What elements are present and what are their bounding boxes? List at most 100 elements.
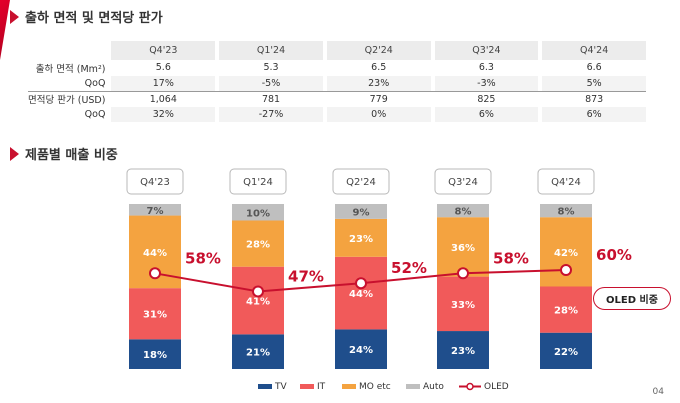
bar-segment-auto <box>129 204 181 216</box>
legend-label: OLED <box>484 382 509 392</box>
table-header-row: Q4'23 Q1'24 Q2'24 Q3'24 Q4'24 <box>28 41 646 60</box>
oled-value-label: 58% <box>493 249 529 267</box>
quarter-label-box <box>332 168 390 195</box>
table-cell: 5.6 <box>155 62 171 74</box>
bar-segment-tv <box>129 339 181 369</box>
legend-swatch <box>342 384 356 389</box>
bar-value-label: 24% <box>349 345 373 356</box>
legend-label: IT <box>317 382 326 392</box>
legend-swatch <box>300 384 314 389</box>
quarter-label: Q2'24 <box>346 177 376 188</box>
legend-swatch <box>258 384 272 389</box>
table-cell: -5% <box>219 75 323 91</box>
bar-value-label: 28% <box>554 306 578 317</box>
quarter-label-box <box>229 168 287 195</box>
quarter-label-box <box>537 168 595 195</box>
oled-marker <box>457 267 469 280</box>
table-header: Q2'24 <box>326 41 431 60</box>
table-cell: 781 <box>219 90 323 107</box>
row-label: QoQ <box>84 77 106 89</box>
table-row: 면적당 판가 (USD) 1,064 781 779 825 873 <box>28 90 646 107</box>
table-cell: 6% <box>542 106 646 122</box>
table-cell: 6.3 <box>478 62 494 74</box>
bar-value-label: 22% <box>554 347 578 358</box>
quarter-label-box <box>126 168 184 195</box>
bar-value-label: 7% <box>147 206 164 217</box>
section-title-text: 출하 면적 및 면적당 판가 <box>25 11 163 26</box>
bar-segment-auto <box>232 204 284 221</box>
bar-value-label: 18% <box>143 350 167 361</box>
table-row: QoQ 32% -27% 0% 6% 6% <box>28 106 646 122</box>
bar-value-label: 41% <box>246 297 270 308</box>
bar-segment-it <box>232 266 284 335</box>
bar-value-label: 10% <box>246 208 270 219</box>
row-label: 출하 면적 (Mm²) <box>35 63 106 75</box>
table-cell: 17% <box>111 75 216 91</box>
bar-segment-tv <box>335 329 387 369</box>
table-cell: 873 <box>542 90 646 107</box>
metrics-table: Q4'23 Q1'24 Q2'24 Q3'24 Q4'24 출하 면적 (Mm²… <box>28 41 646 122</box>
bar-value-label: 42% <box>554 248 578 259</box>
quarter-label-box <box>434 168 492 195</box>
bar-segment-mo-etc <box>437 217 489 277</box>
bar-value-label: 8% <box>558 207 575 218</box>
bar-segment-auto <box>540 204 592 218</box>
bar-segment-mo-etc <box>335 218 387 257</box>
table-cell: 779 <box>326 90 431 107</box>
table-header: Q1'24 <box>219 41 323 60</box>
legend-label: MO etc <box>359 382 391 392</box>
oled-share-badge: OLED 비중 <box>593 287 671 310</box>
bar-segment-auto <box>335 204 387 219</box>
oled-value-label: 47% <box>288 267 324 285</box>
table-cell: 23% <box>326 75 431 91</box>
table-row: QoQ 17% -5% 23% -3% 5% <box>28 75 646 91</box>
bar-value-label: 44% <box>143 248 167 259</box>
bar-segment-mo-etc <box>232 220 284 267</box>
table-cell: 6% <box>434 106 539 122</box>
bar-value-label: 8% <box>455 207 472 218</box>
table-cell: 5.3 <box>263 62 279 74</box>
table-cell: -3% <box>434 75 539 91</box>
bar-segment-tv <box>540 332 592 369</box>
bar-value-label: 44% <box>349 289 373 300</box>
oled-value-label: 52% <box>391 259 427 277</box>
table-header: Q3'24 <box>434 41 539 60</box>
oled-value-label: 58% <box>185 249 221 267</box>
bar-value-label: 28% <box>246 240 270 251</box>
row-label: QoQ <box>84 108 106 120</box>
oled-marker <box>355 277 367 290</box>
section-title-text: 제품별 매출 비중 <box>25 148 118 163</box>
bar-segment-it <box>129 288 181 340</box>
bar-value-label: 21% <box>246 348 270 359</box>
table-cell: 1,064 <box>111 90 216 107</box>
quarter-label: Q4'23 <box>140 177 170 188</box>
table-cell: 0% <box>326 106 431 122</box>
table-header: Q4'23 <box>111 41 216 60</box>
bar-segment-it <box>437 276 489 332</box>
bar-value-label: 33% <box>451 300 475 311</box>
corner-accent <box>0 0 10 60</box>
quarter-label: Q3'24 <box>448 177 478 188</box>
table-cell: 6.5 <box>371 62 387 74</box>
oled-marker <box>560 264 572 276</box>
bar-segment-tv <box>437 331 489 369</box>
triangle-bullet-icon <box>10 9 19 24</box>
table-header: Q4'24 <box>542 41 646 60</box>
quarter-label: Q1'24 <box>243 177 273 188</box>
table-cell: 32% <box>111 106 216 122</box>
section-title-shipment: 출하 면적 및 면적당 판가 <box>10 7 163 26</box>
bar-segment-it <box>335 256 387 330</box>
section-title-revenue-mix: 제품별 매출 비중 <box>10 144 118 163</box>
bar-value-label: 23% <box>451 346 475 357</box>
legend-marker-swatch <box>466 382 474 391</box>
table-cell: 6.6 <box>586 62 602 74</box>
legend-label: TV <box>274 382 287 392</box>
table-row: 출하 면적 (Mm²) 5.6 5.3 6.5 6.3 6.6 <box>28 60 646 76</box>
row-label: 면적당 판가 (USD) <box>28 90 112 107</box>
bar-value-label: 23% <box>349 234 373 245</box>
legend-label: Auto <box>423 382 444 392</box>
bar-value-label: 31% <box>143 310 167 321</box>
page-number: 04 <box>652 387 664 397</box>
table-cell: 5% <box>542 75 646 91</box>
table-cell: 825 <box>434 90 539 107</box>
